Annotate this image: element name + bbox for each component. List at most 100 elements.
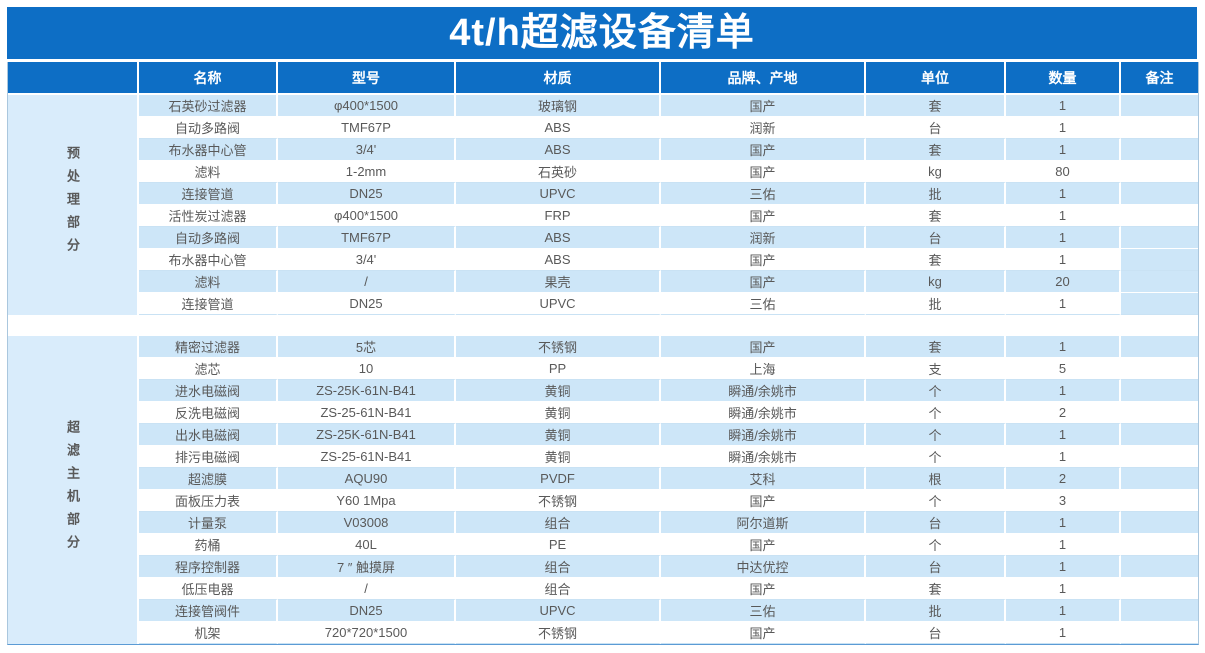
cell-model: 720*720*1500 <box>278 622 456 644</box>
table-row: 程序控制器 7 ″ 触摸屏 组合 中达优控台 1 <box>8 556 1198 578</box>
cell-name: 出水电磁阀 <box>139 424 278 446</box>
cell-unit: 台 <box>866 556 1006 578</box>
cell-brand-origin: 国产 <box>661 95 866 117</box>
cell-remark <box>1121 380 1198 402</box>
cell-remark <box>1121 249 1198 271</box>
table-row: 自动多路阀 TMF67P ABS 润新台 1 <box>8 117 1198 139</box>
cell-unit: 套 <box>866 249 1006 271</box>
cell-unit: 个 <box>866 534 1006 556</box>
table-row: 自动多路阀 TMF67P ABS 润新台 1 <box>8 227 1198 249</box>
cell-name: 低压电器 <box>139 578 278 600</box>
cell-material: FRP <box>456 205 661 227</box>
cell-model: φ400*1500 <box>278 205 456 227</box>
cell-quantity: 2 <box>1006 468 1121 490</box>
cell-material: PVDF <box>456 468 661 490</box>
cell-material: 不锈钢 <box>456 490 661 512</box>
table-row: 出水电磁阀 ZS-25K-61N-B41 黄铜 瞬通/余姚市个 1 <box>8 424 1198 446</box>
cell-material: 组合 <box>456 578 661 600</box>
cell-model: Y60 1Mpa <box>278 490 456 512</box>
cell-model: ZS-25-61N-B41 <box>278 402 456 424</box>
cell-remark <box>1121 358 1198 380</box>
cell-unit: 台 <box>866 117 1006 139</box>
cell-brand-origin: 国产 <box>661 336 866 358</box>
table-row: 活性炭过滤器 φ400*1500 FRP 国产套 1 <box>8 205 1198 227</box>
cell-unit: 台 <box>866 227 1006 249</box>
cell-remark <box>1121 556 1198 578</box>
cell-material: PE <box>456 534 661 556</box>
table-row: 连接管道 DN25 UPVC 三佑批 1 <box>8 293 1198 315</box>
table-row: 进水电磁阀 ZS-25K-61N-B41 黄铜 瞬通/余姚市个 1 <box>8 380 1198 402</box>
cell-model: DN25 <box>278 183 456 205</box>
cell-brand-origin: 艾科 <box>661 468 866 490</box>
table-row: 滤料 1-2mm 石英砂 国产 kg 80 <box>8 161 1198 183</box>
cell-unit: 支 <box>866 358 1006 380</box>
cell-remark <box>1121 139 1198 161</box>
cell-material: ABS <box>456 139 661 161</box>
cell-material: UPVC <box>456 600 661 622</box>
cell-brand-origin: 国产 <box>661 490 866 512</box>
cell-unit: kg <box>866 271 1006 293</box>
section-label-cell: 超滤主机部分 <box>8 336 139 644</box>
cell-unit: 个 <box>866 446 1006 468</box>
cell-model: ZS-25K-61N-B41 <box>278 424 456 446</box>
cell-brand-origin: 中达优控 <box>661 556 866 578</box>
cell-model: 3/4' <box>278 139 456 161</box>
cell-name: 连接管道 <box>139 183 278 205</box>
cell-name: 自动多路阀 <box>139 227 278 249</box>
section-label-cell: 预处理部分 <box>8 95 139 315</box>
cell-unit: 套 <box>866 578 1006 600</box>
cell-brand-origin: 国产 <box>661 534 866 556</box>
cell-material: 黄铜 <box>456 424 661 446</box>
col-header-brand-origin: 品牌、产地 <box>661 62 866 95</box>
cell-model: / <box>278 271 456 293</box>
cell-name: 连接管道 <box>139 293 278 315</box>
cell-name: 程序控制器 <box>139 556 278 578</box>
table-row: 低压电器 / 组合 国产套 1 <box>8 578 1198 600</box>
cell-name: 计量泵 <box>139 512 278 534</box>
cell-brand-origin: 国产 <box>661 271 866 293</box>
cell-quantity: 1 <box>1006 183 1121 205</box>
cell-unit: 个 <box>866 424 1006 446</box>
cell-name: 石英砂过滤器 <box>139 95 278 117</box>
cell-brand-origin: 国产 <box>661 205 866 227</box>
cell-model: 3/4' <box>278 249 456 271</box>
cell-remark <box>1121 622 1198 644</box>
cell-model: DN25 <box>278 600 456 622</box>
cell-material: 玻璃钢 <box>456 95 661 117</box>
cell-quantity: 1 <box>1006 380 1121 402</box>
cell-model: φ400*1500 <box>278 95 456 117</box>
cell-name: 排污电磁阀 <box>139 446 278 468</box>
cell-quantity: 1 <box>1006 600 1121 622</box>
cell-brand-origin: 润新 <box>661 227 866 249</box>
cell-model: ZS-25K-61N-B41 <box>278 380 456 402</box>
cell-remark <box>1121 271 1198 293</box>
cell-brand-origin: 国产 <box>661 139 866 161</box>
table-row: 机架 720*720*1500 不锈钢 国产台 1 <box>8 622 1198 644</box>
cell-name: 超滤膜 <box>139 468 278 490</box>
cell-brand-origin: 国产 <box>661 578 866 600</box>
cell-model: / <box>278 578 456 600</box>
table-row: 反洗电磁阀 ZS-25-61N-B41 黄铜 瞬通/余姚市个 2 <box>8 402 1198 424</box>
cell-quantity: 80 <box>1006 161 1121 183</box>
col-header-quantity: 数量 <box>1006 62 1121 95</box>
cell-quantity: 1 <box>1006 336 1121 358</box>
equipment-list-page: 4t/h超滤设备清单 名称 型号 材质 品牌、产地 单位 数量 备注 预处理部分… <box>7 7 1199 645</box>
cell-remark <box>1121 161 1198 183</box>
cell-remark <box>1121 336 1198 358</box>
corner-cell <box>8 62 139 95</box>
cell-quantity: 20 <box>1006 271 1121 293</box>
cell-name: 滤料 <box>139 161 278 183</box>
cell-unit: 个 <box>866 380 1006 402</box>
cell-brand-origin: 上海 <box>661 358 866 380</box>
cell-material: 不锈钢 <box>456 336 661 358</box>
cell-model: DN25 <box>278 293 456 315</box>
table-row: 滤料 / 果壳 国产 kg 20 <box>8 271 1198 293</box>
equipment-table: 名称 型号 材质 品牌、产地 单位 数量 备注 预处理部分 石英砂过滤器 φ400*… <box>7 62 1199 645</box>
cell-material: 果壳 <box>456 271 661 293</box>
cell-model: TMF67P <box>278 227 456 249</box>
cell-quantity: 1 <box>1006 293 1121 315</box>
cell-model: 1-2mm <box>278 161 456 183</box>
cell-quantity: 1 <box>1006 249 1121 271</box>
cell-brand-origin: 三佑 <box>661 293 866 315</box>
cell-quantity: 1 <box>1006 205 1121 227</box>
